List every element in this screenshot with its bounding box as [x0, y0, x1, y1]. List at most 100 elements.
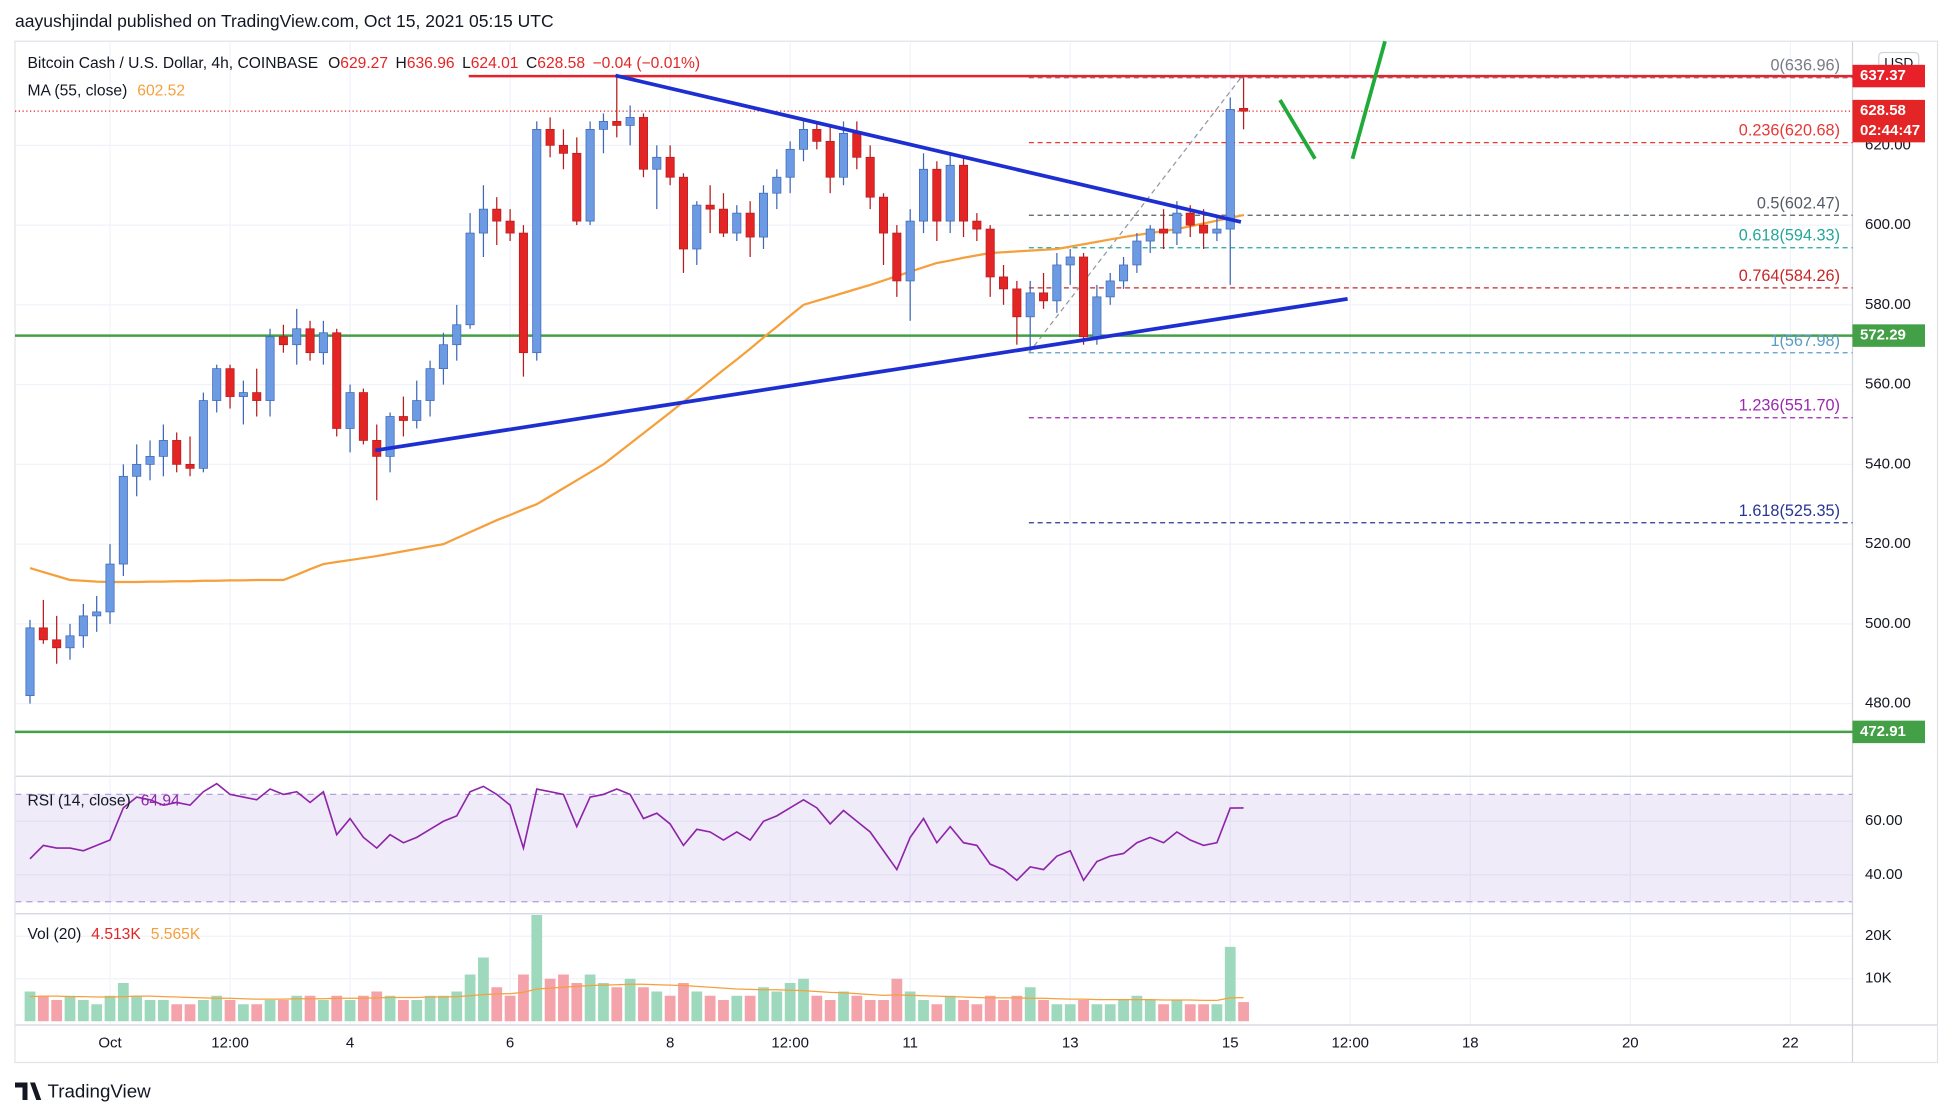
volume-bar: [1024, 987, 1036, 1022]
volume-bar: [771, 991, 783, 1022]
volume-bar: [624, 978, 636, 1022]
volume-bar: [864, 1000, 876, 1022]
candle-body: [332, 332, 342, 429]
candle-body: [732, 212, 742, 234]
volume-bar: [838, 991, 849, 1022]
legend-name: MA (55, close): [28, 82, 128, 99]
candle-body: [705, 204, 715, 210]
footer-logo: [15, 1082, 42, 1100]
candle-body: [1039, 292, 1049, 302]
volume-bar: [664, 995, 676, 1022]
volume-bar: [291, 995, 303, 1022]
legend-value: 4.513K: [91, 926, 141, 943]
y-tick-label: 560.00: [1865, 376, 1911, 393]
ohlc-value: 628.58: [537, 55, 585, 72]
volume-bar: [64, 995, 76, 1022]
fib-label: 0.236(620.68): [1739, 122, 1840, 140]
candle-body: [345, 392, 355, 429]
candle-body: [625, 117, 635, 126]
fib-label: 0.764(584.26): [1739, 267, 1840, 285]
candle-body: [305, 328, 315, 354]
candle-body: [932, 168, 942, 222]
chart-title: Bitcoin Cash / U.S. Dollar, 4h, COINBASE: [28, 55, 319, 72]
volume-bar: [798, 978, 809, 1022]
volume-bar: [531, 915, 543, 1022]
volume-bar: [744, 995, 756, 1022]
candle-body: [745, 212, 755, 238]
volume-bar: [811, 995, 823, 1022]
candle-body: [198, 400, 208, 469]
volume-bar: [1118, 1000, 1129, 1022]
ohlc-key: H: [396, 55, 407, 72]
candle-body: [412, 400, 422, 421]
x-tick-label: 15: [1222, 1035, 1239, 1052]
candle-body: [638, 117, 648, 170]
legend-name: RSI (14, close): [28, 792, 131, 809]
x-tick-label: 4: [346, 1035, 354, 1052]
candle-body: [1225, 109, 1235, 230]
volume-bar: [878, 1000, 889, 1022]
x-tick-label: 18: [1462, 1035, 1479, 1052]
candle-body: [358, 392, 368, 441]
volume-bar: [571, 983, 583, 1022]
volume-bar: [1211, 1004, 1223, 1022]
volume-bar: [331, 995, 343, 1022]
fib-label: 1.618(525.35): [1739, 502, 1840, 520]
y-tick-label: 580.00: [1865, 296, 1911, 313]
volume-bar: [157, 1000, 169, 1022]
volume-legend: Vol (20) 4.513K 5.565K: [28, 926, 201, 943]
fib-label: 0.5(602.47): [1757, 194, 1840, 212]
candle-body: [105, 563, 115, 613]
candle-body: [985, 228, 995, 278]
candle-body: [612, 121, 622, 126]
volume-bar: [398, 1000, 409, 1022]
x-tick-label: 8: [666, 1035, 674, 1052]
volume-bar: [464, 974, 476, 1022]
grid-layer: [15, 41, 1853, 1025]
volume-bar: [411, 1000, 423, 1022]
rsi-line: [29, 782, 1244, 882]
volume-bar: [1131, 995, 1143, 1022]
volume-bar: [958, 1000, 969, 1022]
volume-bar: [1104, 1004, 1116, 1022]
candle-body: [225, 368, 235, 397]
candle-body: [905, 220, 915, 282]
candle-body: [919, 168, 929, 222]
support-label-box: [1852, 324, 1925, 347]
y-tick-label: 600.00: [1865, 216, 1911, 233]
candle-body: [678, 176, 688, 250]
volume-bar: [504, 995, 516, 1022]
ohlc-value: 624.01: [471, 55, 519, 72]
support-label: 572.29: [1860, 327, 1906, 344]
candle-body: [665, 156, 675, 178]
volume-bar: [1051, 1004, 1063, 1022]
x-tick-label: 20: [1622, 1035, 1639, 1052]
x-tick-label: 11: [902, 1035, 918, 1052]
volume-bar: [558, 974, 569, 1022]
volume-bar: [544, 978, 556, 1022]
rsi-band: [15, 794, 1853, 902]
candle-body: [1132, 240, 1142, 266]
candle-body: [945, 164, 955, 222]
volume-bar: [224, 1000, 236, 1022]
volume-ma: [29, 983, 1244, 1002]
ohlc-key: C: [526, 55, 537, 72]
candle-body: [465, 232, 475, 326]
frame: [14, 40, 1939, 1064]
support-label-box: [1852, 720, 1925, 744]
candle-body: [65, 635, 75, 649]
candle-body: [425, 368, 435, 401]
chart-legend: Bitcoin Cash / U.S. Dollar, 4h, COINBASE…: [28, 55, 701, 72]
volume-bar: [104, 995, 116, 1022]
y-tick-label: 520.00: [1865, 535, 1911, 552]
legend-value: 64.94: [141, 792, 180, 809]
candle-body: [545, 129, 555, 146]
change: −0.04 (−0.01%): [593, 55, 701, 72]
volume-bar: [1171, 1000, 1183, 1022]
candle-body: [798, 129, 808, 150]
volume-bar: [1144, 1000, 1156, 1022]
candle-body: [318, 332, 328, 354]
legend-name: Vol (20): [28, 926, 82, 943]
